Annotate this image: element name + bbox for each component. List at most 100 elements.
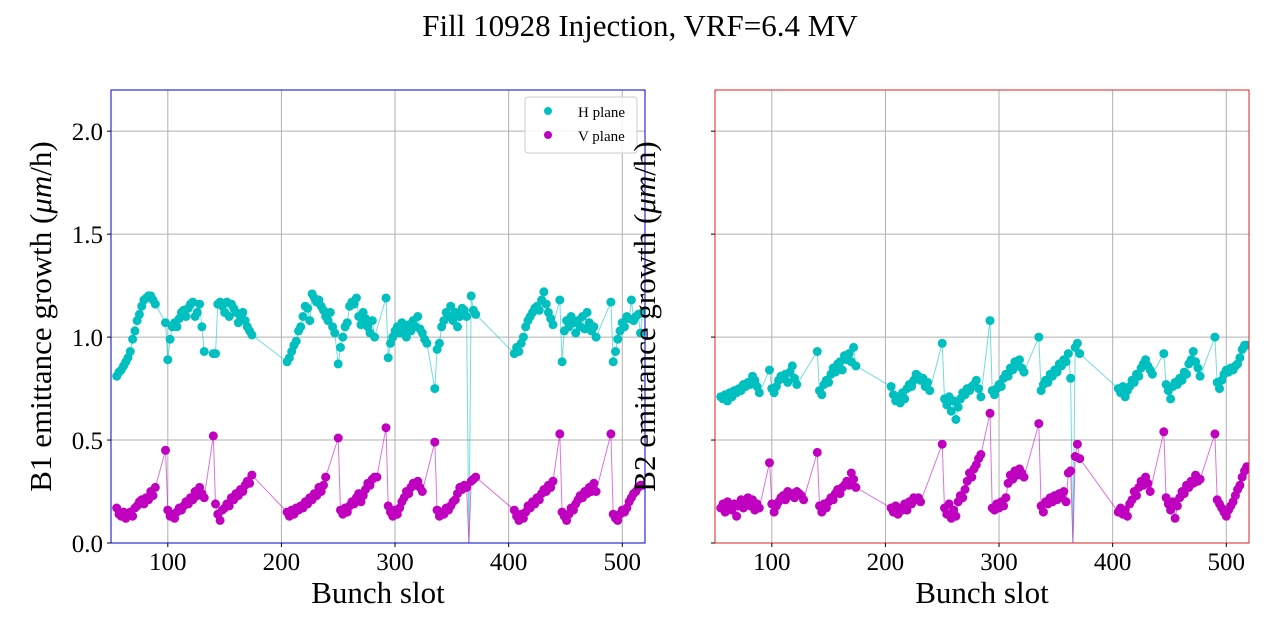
data-point-h-plane <box>211 349 220 359</box>
data-point-h-plane <box>1019 367 1029 377</box>
data-point-h-plane <box>291 336 301 346</box>
data-point-h-plane <box>942 400 952 410</box>
data-point-v-plane <box>247 470 257 480</box>
data-point-h-plane <box>199 347 209 356</box>
data-point-v-plane <box>1145 487 1155 496</box>
data-point-h-plane <box>946 406 956 416</box>
data-point-v-plane <box>1122 511 1132 521</box>
data-point-h-plane <box>1147 369 1157 379</box>
series-b1 <box>112 287 645 543</box>
data-point-h-plane <box>754 388 764 398</box>
axes-frame-b2 <box>714 89 1250 544</box>
data-point-v-plane <box>471 472 481 482</box>
y-axis-label-b1-unit: μm <box>23 176 58 215</box>
data-point-v-plane <box>944 499 954 509</box>
legend-label-h-plane: H plane <box>578 105 625 121</box>
data-point-h-plane <box>163 355 173 365</box>
data-point-v-plane <box>555 429 565 439</box>
data-point-v-plane <box>916 497 926 507</box>
data-point-v-plane <box>215 515 225 525</box>
data-point-v-plane <box>150 482 160 492</box>
y-axis-label-b2-post: /h) <box>627 141 662 175</box>
data-point-h-plane <box>638 307 645 317</box>
series-v-plane <box>112 423 645 543</box>
data-point-v-plane <box>1195 474 1205 484</box>
data-point-h-plane <box>1215 384 1224 394</box>
data-point-v-plane <box>589 478 599 488</box>
data-point-v-plane <box>319 480 328 490</box>
data-point-h-plane <box>446 301 456 311</box>
data-point-h-plane <box>1182 369 1191 379</box>
data-point-h-plane <box>518 332 528 342</box>
series-b2 <box>716 316 1249 543</box>
data-point-h-plane <box>608 357 618 367</box>
data-point-h-plane <box>338 332 348 342</box>
data-point-h-plane <box>333 359 343 369</box>
data-point-h-plane <box>462 312 472 321</box>
panel-b2: 100 200 300 400 500 Bunch slot B2 emittance … <box>627 89 1250 610</box>
panel-b1: 100 200 300 400 500 0.0 0.5 1.0 1.5 2.0 Bunch slo… <box>23 89 646 610</box>
y-tick-label: 1.0 <box>72 325 103 352</box>
ticks-b1: 100 200 300 400 500 0.0 0.5 1.0 1.5 2.0 <box>72 119 641 576</box>
data-point-v-plane <box>1019 472 1029 482</box>
data-point-h-plane <box>787 361 797 371</box>
data-point-h-plane <box>534 305 544 315</box>
data-point-h-plane <box>949 396 959 406</box>
data-point-h-plane <box>626 295 636 305</box>
data-point-v-plane <box>1059 487 1069 496</box>
y-axis-label-b2-pre: B2 emittance growth ( <box>627 214 662 492</box>
data-point-h-plane <box>1066 373 1076 383</box>
data-point-v-plane <box>1066 466 1076 476</box>
data-point-v-plane <box>1172 501 1182 511</box>
data-point-v-plane <box>591 487 601 496</box>
x-axis-label-b1: Bunch slot <box>311 575 445 610</box>
data-point-h-plane <box>849 342 859 352</box>
data-point-h-plane <box>1129 377 1139 387</box>
legend-marker-h-plane <box>544 107 552 115</box>
data-point-h-plane <box>296 322 306 332</box>
data-point-h-plane <box>247 330 257 340</box>
data-point-v-plane <box>1159 427 1169 437</box>
data-point-h-plane <box>953 402 963 412</box>
data-point-v-plane <box>128 511 138 521</box>
data-point-v-plane <box>417 487 427 496</box>
data-point-v-plane <box>812 447 822 457</box>
data-point-v-plane <box>967 472 977 482</box>
data-point-h-plane <box>1235 353 1245 363</box>
data-point-v-plane <box>1210 429 1220 439</box>
figure-title: Fill 10928 Injection, VRF=6.4 MV <box>422 8 858 43</box>
data-point-h-plane <box>1052 367 1062 377</box>
data-point-h-plane <box>996 382 1006 391</box>
data-point-h-plane <box>434 338 444 348</box>
data-point-h-plane <box>555 295 565 305</box>
data-point-v-plane <box>1170 513 1180 523</box>
data-point-h-plane <box>548 320 558 330</box>
legend-box <box>524 96 638 154</box>
data-point-h-plane <box>197 322 207 332</box>
data-point-h-plane <box>466 291 476 301</box>
data-point-h-plane <box>937 338 947 348</box>
x-tick-label: 300 <box>980 549 1018 576</box>
data-point-v-plane <box>754 503 764 513</box>
data-point-v-plane <box>321 472 331 482</box>
data-point-h-plane <box>974 384 984 394</box>
data-point-h-plane <box>539 287 549 297</box>
data-point-h-plane <box>636 328 645 338</box>
data-point-h-plane <box>1242 340 1249 350</box>
data-point-h-plane <box>1072 338 1082 348</box>
y-axis-label-b1-post: /h) <box>23 141 58 175</box>
y-tick-label: 2.0 <box>72 119 103 146</box>
data-point-h-plane <box>824 377 834 387</box>
data-point-v-plane <box>548 476 558 486</box>
x-tick-label: 500 <box>1208 549 1246 576</box>
x-tick-label: 100 <box>753 549 791 576</box>
data-point-h-plane <box>413 312 423 321</box>
legend: H plane V plane <box>524 96 638 154</box>
data-point-h-plane <box>188 297 198 307</box>
data-point-v-plane <box>638 480 645 490</box>
data-point-h-plane <box>330 328 340 338</box>
data-point-h-plane <box>303 303 313 313</box>
data-point-h-plane <box>844 349 854 359</box>
data-point-v-plane <box>1143 478 1153 488</box>
data-point-v-plane <box>999 501 1009 511</box>
